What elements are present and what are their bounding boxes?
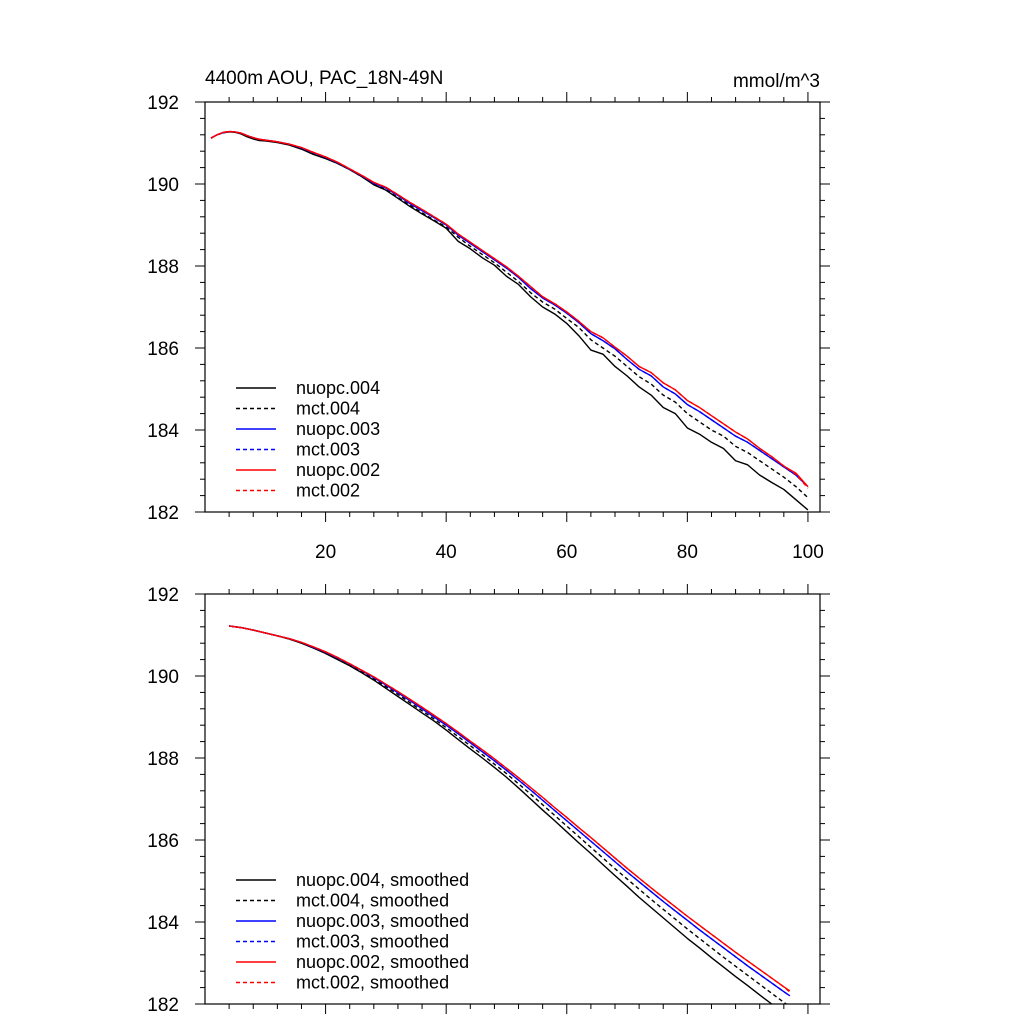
bottom-y-tick-label: 184 [147, 913, 179, 934]
bottom-legend-label-5: mct.002, smoothed [296, 973, 449, 993]
top-plot-frame [204, 101, 821, 513]
bottom-y-tick-label: 192 [147, 585, 179, 606]
top-legend-label-5: mct.002 [296, 481, 360, 501]
top-x-tick-label: 80 [677, 542, 698, 563]
top-legend-label-1: mct.004 [296, 399, 360, 419]
bottom-y-tick-label: 190 [147, 667, 179, 688]
top-legend-label-3: mct.003 [296, 440, 360, 460]
chart-title: 4400m AOU, PAC_18N-49N [205, 68, 443, 89]
top-series-group [210, 130, 809, 511]
top-x-tick-label: 20 [315, 542, 336, 563]
top-y-tick-label: 182 [147, 503, 179, 524]
top-legend-label-4: nuopc.002 [296, 460, 380, 480]
bottom-legend-label-3: mct.003, smoothed [296, 932, 449, 952]
bottom-y-tick-label: 182 [147, 995, 179, 1016]
top-series-line-5 [210, 130, 809, 489]
bottom-legend-label-0: nuopc.004, smoothed [296, 870, 469, 890]
units-label: mmol/m^3 [733, 71, 820, 92]
top-x-tick-label: 40 [436, 542, 457, 563]
top-y-tick-label: 184 [147, 421, 179, 442]
bottom-y-tick-label: 186 [147, 831, 179, 852]
bottom-legend-label-2: nuopc.003, smoothed [296, 911, 469, 931]
bottom-series-line-5 [229, 625, 791, 993]
top-y-tick-label: 192 [147, 93, 179, 114]
top-y-tick-label: 186 [147, 339, 179, 360]
top-legend-label-2: nuopc.003 [296, 419, 380, 439]
bottom-y-tick-label: 188 [147, 749, 179, 770]
top-y-tick-label: 190 [147, 175, 179, 196]
bottom-legend-label-4: nuopc.002, smoothed [296, 952, 469, 972]
top-y-tick-label: 188 [147, 257, 179, 278]
bottom-plot-frame [204, 593, 821, 1005]
top-legend-label-0: nuopc.004 [296, 378, 380, 398]
bottom-series-group [229, 625, 791, 1004]
bottom-legend-label-1: mct.004, smoothed [296, 891, 449, 911]
top-x-tick-label: 100 [792, 542, 824, 563]
top-x-tick-label: 60 [556, 542, 577, 563]
